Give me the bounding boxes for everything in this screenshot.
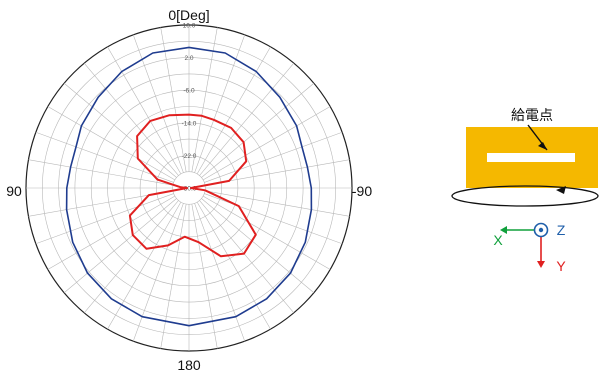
polar-grid (25, 24, 353, 352)
angle-label-top: 0[Deg] (168, 7, 209, 23)
polar-grid-spoke (47, 195, 176, 270)
polar-grid-spoke (201, 198, 315, 294)
polar-grid-spoke (199, 62, 295, 176)
radial-tick-label: -6.0 (183, 88, 195, 95)
feed-point-label: 給電点 (511, 108, 553, 124)
feed-slot (487, 153, 575, 162)
polar-grid-spoke (194, 34, 246, 173)
z-axis-dot (538, 227, 544, 233)
angle-label-right: -90 (352, 183, 372, 199)
polar-grid-spoke (35, 131, 174, 183)
rotation-arrowhead (556, 186, 566, 194)
polar-grid-spoke (47, 106, 176, 181)
polar-chart: 10.0 2.0 -6.0 -14.0 -22.0 -30.0 (25, 23, 353, 352)
polar-grid-spoke (132, 34, 184, 173)
radial-tick-label: -30.0 (182, 186, 197, 193)
radial-tick-label: -14.0 (182, 120, 197, 127)
angle-label-left: 90 (6, 183, 22, 199)
polar-grid-spoke (201, 82, 315, 178)
polar-grid-spoke (28, 159, 173, 186)
polar-grid-spoke (194, 203, 246, 342)
antenna-diagram: 給電点 X Z Y (451, 108, 599, 274)
polar-grid-spoke (107, 46, 182, 175)
angle-label-bottom: 180 (177, 357, 201, 373)
polar-grid-spoke (63, 198, 177, 294)
z-axis-label: Z (557, 222, 566, 238)
y-axis-arrowhead (537, 261, 545, 268)
polar-series (65, 46, 313, 327)
series-line-outer (65, 46, 313, 327)
polar-grid-spoke (191, 204, 218, 349)
polar-grid-spoke (107, 201, 182, 330)
x-axis-label: X (493, 232, 503, 248)
x-axis-arrowhead (500, 226, 507, 234)
polar-grid-spoke (132, 203, 184, 342)
polar-grid-spoke (202, 195, 331, 270)
polar-grid-spoke (205, 190, 350, 217)
polar-grid-spoke (196, 46, 271, 175)
radial-tick-label: 2.0 (184, 55, 193, 62)
series-line-inner (128, 113, 257, 258)
y-axis-label: Y (556, 258, 566, 274)
polar-grid-spoke (196, 201, 271, 330)
polar-grid-spoke (204, 131, 343, 183)
polar-grid-spoke (83, 62, 179, 176)
polar-grid-spoke (204, 193, 343, 245)
polar-grid-spoke (199, 200, 295, 314)
feed-pointer-arrowhead (538, 142, 547, 150)
radial-tick-label: 10.0 (183, 23, 196, 30)
polar-grid-spoke (63, 82, 177, 178)
axis-indicator: X Z Y (493, 222, 566, 274)
polar-grid-spoke (35, 193, 174, 245)
rotation-ellipse (451, 185, 599, 207)
polar-grid-spoke (83, 200, 179, 314)
polar-grid-spoke (202, 106, 331, 181)
radial-tick-labels: 10.0 2.0 -6.0 -14.0 -22.0 -30.0 (182, 23, 197, 193)
radial-tick-label: -22.0 (182, 153, 197, 160)
polar-grid-spoke (160, 204, 187, 349)
